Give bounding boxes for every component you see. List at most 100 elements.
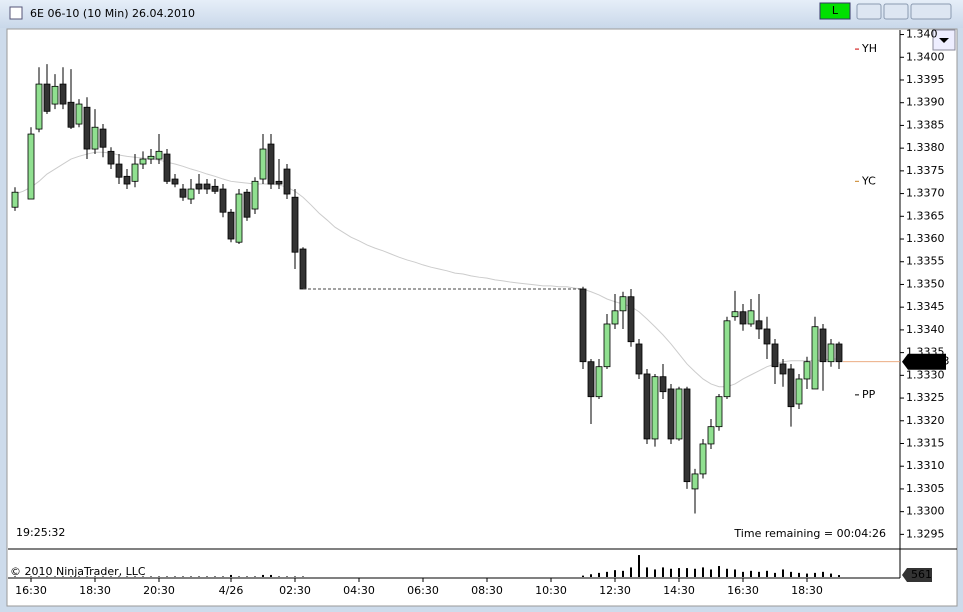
candle-body (579, 288, 587, 363)
volume-bar (118, 576, 120, 577)
candle-body (827, 343, 835, 363)
y-tick-label: 1.3350 (906, 277, 945, 290)
volume-bar (590, 574, 592, 577)
volume-bar (206, 576, 208, 577)
y-tick-label: 1.3315 (906, 436, 945, 449)
candle-body (699, 443, 707, 475)
volume-bar (622, 570, 624, 577)
candle-body (635, 343, 643, 375)
volume-bar (182, 576, 184, 577)
x-tick-label: 12:30 (599, 584, 631, 597)
candle-body (715, 396, 723, 428)
plot: YH YC PP (11, 42, 877, 514)
volume-bar (654, 569, 656, 577)
y-tick-label: 1.3370 (906, 187, 945, 200)
dropdown-arrow[interactable] (939, 38, 949, 43)
volume-bar (806, 573, 808, 577)
volume-bar (766, 570, 768, 577)
copyright: © 2010 NinjaTrader, LLC (10, 565, 146, 578)
candle-body (603, 323, 611, 368)
candle-body (763, 328, 771, 345)
x-tick-label: 06:30 (407, 584, 439, 597)
candle-body (779, 363, 787, 375)
candle-body (67, 101, 75, 128)
x-tick-label: 18:30 (791, 584, 823, 597)
link-button-label[interactable]: L (832, 4, 839, 17)
y-tick-label: 1.3300 (906, 505, 945, 518)
candle-body (171, 178, 179, 185)
title-bar (0, 0, 963, 28)
x-tick-label: 14:30 (663, 584, 695, 597)
volume-bar (246, 576, 248, 577)
volume-bar (86, 576, 88, 577)
level-label: YH (861, 42, 877, 55)
volume-bar (174, 576, 176, 577)
volume-bar (94, 576, 96, 577)
volume-bar (582, 575, 584, 577)
y-tick-label: 1.3330 (906, 368, 945, 381)
clock: 19:25:32 (16, 526, 65, 539)
volume-bar (198, 576, 200, 577)
candle-body (675, 388, 683, 440)
candle-body (275, 180, 283, 185)
y-tick-label: 1.3320 (906, 414, 945, 427)
candle-body (707, 426, 715, 445)
candle-body (611, 310, 619, 325)
volume-bar (678, 568, 680, 577)
x-tick-label: 4/26 (219, 584, 244, 597)
candle-body (155, 150, 163, 160)
volume-bar (726, 568, 728, 577)
volume-bar (734, 569, 736, 577)
candle-body (771, 343, 779, 368)
x-tick-label: 08:30 (471, 584, 503, 597)
link-button[interactable] (819, 2, 851, 20)
candle-body (131, 163, 139, 182)
volume-bar (62, 576, 64, 577)
candle-body (235, 193, 243, 243)
volume-bar (758, 571, 760, 577)
y-tick-label: 1.3340 (906, 323, 945, 336)
y-tick-label: 1.3375 (906, 164, 945, 177)
candle-body (795, 378, 803, 405)
window-title: 6E 06-10 (10 Min) 26.04.2010 (30, 7, 195, 20)
y-tick-label: 1.3325 (906, 391, 945, 404)
volume-bar (54, 576, 56, 577)
volume-bar (270, 574, 272, 577)
x-tick-label: 04:30 (343, 584, 375, 597)
app-icon (9, 6, 23, 20)
volume-bar (70, 576, 72, 577)
volume-bar (14, 576, 16, 577)
candle-body (227, 211, 235, 240)
last-price-label: 1.3333 (911, 355, 950, 368)
volume-bar (598, 572, 600, 577)
candle-body (667, 388, 675, 440)
candle-body (211, 185, 219, 192)
volume-bar (254, 576, 256, 577)
minimize-button[interactable] (856, 3, 882, 20)
volume-bar (742, 571, 744, 577)
volume-bar (710, 569, 712, 577)
candle-body (107, 150, 115, 165)
y-tick-label: 1.3365 (906, 209, 945, 222)
volume-bar (662, 567, 664, 577)
y-tick-label: 1.3390 (906, 96, 945, 109)
close-button[interactable] (910, 3, 952, 20)
y-tick-label: 1.3310 (906, 459, 945, 472)
candle-body (179, 188, 187, 198)
candle-body (691, 473, 699, 490)
maximize-button[interactable] (883, 3, 909, 20)
candle-body (195, 183, 203, 190)
volume-bar (790, 571, 792, 577)
candle-body (115, 163, 123, 178)
candle-body (819, 328, 827, 363)
candle-body (123, 175, 131, 185)
volume-bar (126, 576, 128, 577)
candle-body (83, 106, 91, 150)
time-remaining: Time remaining = 00:04:26 (733, 527, 886, 540)
candle-body (243, 191, 251, 218)
candle-body (747, 310, 755, 325)
volume-bar (686, 568, 688, 577)
candle-body (203, 183, 211, 190)
volume-bar (142, 576, 144, 577)
y-tick-label: 1.3305 (906, 482, 945, 495)
